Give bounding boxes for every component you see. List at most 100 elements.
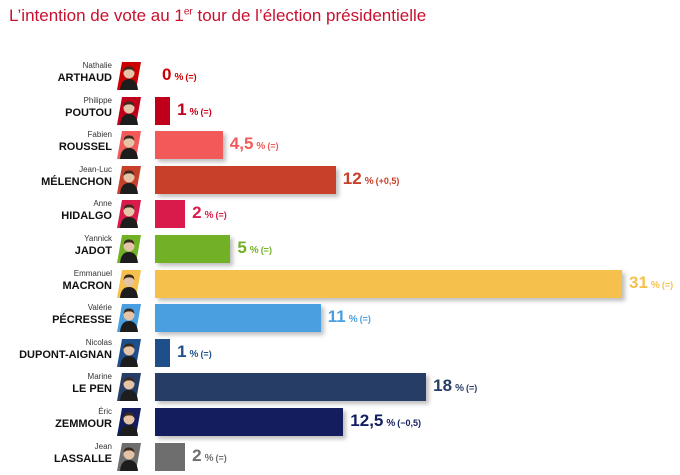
data-label: 5% (=)	[237, 238, 272, 258]
data-label: 12,5% (−0,5)	[350, 411, 421, 431]
candidate-row: Emmanuel MACRON 31% (=)	[0, 267, 680, 301]
data-label-change: (+0,5)	[375, 175, 400, 186]
data-label-change: (=)	[215, 452, 227, 463]
candidate-row: Anne HIDALGO 2% (=)	[0, 197, 680, 231]
data-label-unit: %	[256, 141, 266, 153]
candidate-last-name: LE PEN	[72, 383, 112, 396]
data-label: 0% (=)	[162, 65, 197, 85]
data-label-unit: %	[204, 452, 214, 464]
candidate-row: Philippe POUTOU 1% (=)	[0, 94, 680, 128]
bar	[155, 131, 223, 160]
candidate-first-name: Valérie	[87, 303, 112, 313]
data-label-change: (=)	[267, 141, 279, 152]
data-label: 1% (=)	[177, 342, 212, 362]
data-label-value: 1	[177, 99, 187, 119]
data-label-change: (−0,5)	[397, 418, 422, 428]
data-label-value: 1	[177, 341, 187, 361]
candidate-last-name: ZEMMOUR	[55, 418, 112, 430]
data-label-value: 2	[192, 203, 202, 223]
candidate-first-name: Jean	[94, 441, 112, 451]
bar	[155, 442, 186, 471]
data-label-unit: %	[364, 175, 374, 187]
data-label: 11% (=)	[328, 307, 371, 327]
candidate-row: Éric ZEMMOUR 12,5% (−0,5)	[0, 405, 680, 439]
candidate-portrait-icon	[117, 338, 141, 367]
candidate-portrait-icon	[117, 96, 141, 125]
candidate-first-name: Marine	[87, 372, 112, 382]
candidate-portrait-icon	[117, 235, 141, 263]
candidate-last-name: DUPONT-AIGNAN	[19, 348, 112, 361]
candidate-portrait-icon	[117, 408, 141, 436]
data-label-unit: %	[650, 279, 660, 291]
data-label-unit: %	[204, 210, 214, 222]
candidate-portrait-icon	[117, 442, 141, 471]
data-label-value: 0	[162, 65, 172, 84]
data-label-change: (=)	[215, 210, 227, 221]
data-label-unit: %	[348, 314, 358, 326]
candidate-first-name: Éric	[98, 407, 112, 416]
candidate-last-name: PÉCRESSE	[52, 314, 112, 327]
data-label-value: 12,5	[350, 411, 384, 430]
candidate-row: Marine LE PEN 18% (=)	[0, 370, 680, 404]
data-label-unit: %	[455, 383, 464, 395]
candidate-first-name: Nathalie	[82, 61, 112, 70]
data-label: 2% (=)	[192, 446, 227, 466]
candidate-portrait-icon	[117, 200, 141, 229]
candidate-last-name: POUTOU	[65, 106, 112, 119]
data-label-value: 5	[237, 238, 247, 257]
title-superscript: er	[183, 6, 193, 18]
data-label-change: (=)	[359, 314, 371, 325]
candidate-last-name: MACRON	[62, 279, 113, 292]
candidate-row: Yannick JADOT 5% (=)	[0, 232, 680, 266]
candidate-last-name: MÉLENCHON	[41, 175, 112, 188]
data-label-value: 4,5	[229, 134, 254, 154]
candidate-portrait-icon	[117, 269, 141, 298]
data-label-change: (=)	[661, 279, 674, 290]
candidate-last-name: JADOT	[74, 245, 112, 257]
title-suffix: tour de l’élection présidentielle	[192, 6, 427, 25]
data-label: 2% (=)	[192, 203, 227, 223]
data-label-value: 18	[433, 376, 453, 396]
data-label-change: (=)	[260, 245, 272, 255]
candidate-last-name: HIDALGO	[61, 210, 112, 223]
data-label-unit: %	[189, 348, 199, 360]
candidate-first-name: Emmanuel	[73, 268, 112, 278]
data-label-value: 2	[192, 445, 202, 465]
data-label-change: (=)	[200, 348, 212, 359]
candidate-last-name: ARTHAUD	[57, 72, 112, 84]
data-label-unit: %	[249, 245, 259, 256]
candidate-last-name: LASSALLE	[53, 452, 112, 465]
candidate-row: Nicolas DUPONT-AIGNAN 1% (=)	[0, 336, 680, 370]
data-label-change: (=)	[185, 72, 197, 82]
data-label-unit: %	[386, 418, 396, 429]
data-label-change: (=)	[465, 383, 478, 394]
candidate-portrait-icon	[117, 165, 141, 194]
data-label: 4,5% (=)	[230, 134, 279, 154]
data-label-value: 31	[629, 272, 648, 292]
bar	[155, 304, 321, 333]
bar	[155, 338, 171, 367]
candidate-first-name: Yannick	[84, 234, 112, 243]
candidate-first-name: Nicolas	[85, 337, 112, 347]
candidate-row: Nathalie ARTHAUD 0% (=)	[0, 59, 680, 93]
candidate-row: Fabien ROUSSEL 4,5% (=)	[0, 128, 680, 162]
data-label-value: 11	[327, 307, 346, 327]
bar	[155, 269, 622, 298]
candidate-portrait-icon	[117, 373, 141, 402]
bar	[155, 235, 231, 263]
candidate-first-name: Anne	[93, 199, 112, 209]
candidate-row: Jean LASSALLE 2% (=)	[0, 440, 680, 474]
bar	[155, 373, 427, 402]
candidate-row: Valérie PÉCRESSE 11% (=)	[0, 301, 680, 335]
data-label: 1% (=)	[177, 100, 212, 120]
data-label: 12% (+0,5)	[343, 169, 400, 189]
data-label-change: (=)	[200, 106, 212, 117]
bar	[155, 96, 171, 125]
data-label: 31% (=)	[629, 273, 673, 293]
candidate-portrait-icon	[117, 304, 141, 333]
data-label-unit: %	[174, 72, 184, 83]
candidate-last-name: ROUSSEL	[58, 141, 112, 154]
candidate-row: Jean-Luc MÉLENCHON 12% (+0,5)	[0, 163, 680, 197]
data-label-value: 12	[342, 168, 362, 188]
candidate-first-name: Jean-Luc	[79, 164, 112, 174]
